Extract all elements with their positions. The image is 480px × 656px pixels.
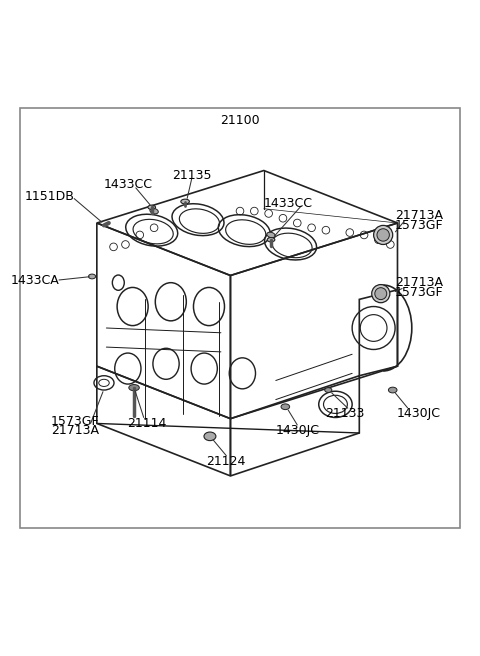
Ellipse shape bbox=[375, 288, 387, 300]
Text: 1433CA: 1433CA bbox=[11, 274, 59, 287]
Ellipse shape bbox=[129, 384, 139, 391]
Ellipse shape bbox=[181, 199, 190, 204]
Text: 21133: 21133 bbox=[325, 407, 365, 420]
Ellipse shape bbox=[88, 274, 96, 279]
Text: 21713A: 21713A bbox=[395, 209, 443, 222]
Ellipse shape bbox=[267, 237, 275, 242]
Text: 1573GF: 1573GF bbox=[395, 219, 443, 232]
Ellipse shape bbox=[267, 232, 275, 237]
Ellipse shape bbox=[204, 432, 216, 441]
Text: 21100: 21100 bbox=[220, 114, 260, 127]
Text: 21114: 21114 bbox=[127, 417, 167, 430]
Text: 1433CC: 1433CC bbox=[103, 178, 152, 192]
Ellipse shape bbox=[372, 285, 390, 302]
Text: 21124: 21124 bbox=[206, 455, 245, 468]
Ellipse shape bbox=[150, 209, 158, 214]
Ellipse shape bbox=[281, 404, 289, 409]
Ellipse shape bbox=[148, 205, 156, 209]
Ellipse shape bbox=[377, 229, 389, 241]
Ellipse shape bbox=[373, 226, 393, 245]
Ellipse shape bbox=[388, 387, 397, 393]
Text: 1573GF: 1573GF bbox=[395, 286, 443, 298]
Text: 21713A: 21713A bbox=[395, 276, 443, 289]
Text: 1430JC: 1430JC bbox=[397, 407, 441, 420]
Ellipse shape bbox=[324, 388, 332, 392]
Text: 21135: 21135 bbox=[172, 169, 212, 182]
Text: 1433CC: 1433CC bbox=[263, 197, 312, 211]
Text: 1573GF: 1573GF bbox=[51, 415, 100, 428]
Text: 1430JC: 1430JC bbox=[275, 424, 319, 437]
Text: 21713A: 21713A bbox=[51, 424, 99, 437]
Text: 1151DB: 1151DB bbox=[24, 190, 74, 203]
